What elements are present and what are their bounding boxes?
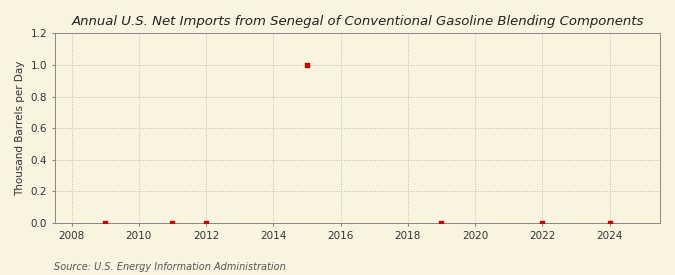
Point [436,221,447,225]
Y-axis label: Thousand Barrels per Day: Thousand Barrels per Day [15,60,25,196]
Title: Annual U.S. Net Imports from Senegal of Conventional Gasoline Blending Component: Annual U.S. Net Imports from Senegal of … [72,15,643,28]
Point [100,221,111,225]
Point [167,221,178,225]
Point [604,221,615,225]
Point [302,63,313,67]
Point [537,221,547,225]
Point [200,221,211,225]
Text: Source: U.S. Energy Information Administration: Source: U.S. Energy Information Administ… [54,262,286,272]
